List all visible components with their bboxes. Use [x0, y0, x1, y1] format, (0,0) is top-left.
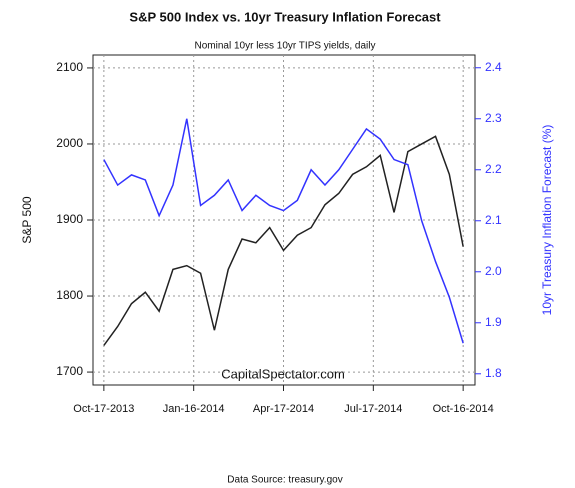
- y-tick-label: 1800: [56, 288, 83, 302]
- x-tick-label: Oct-16-2014: [433, 403, 494, 415]
- x-tick-label: Apr-17-2014: [253, 403, 314, 415]
- annotation: CapitalSpectator.com: [221, 366, 345, 381]
- y2-tick-label: 2.4: [485, 60, 502, 74]
- y-tick-label: 2100: [56, 60, 83, 74]
- y2-tick-label: 1.9: [485, 315, 502, 329]
- y-tick-label: 2000: [56, 136, 83, 150]
- x-tick-label: Oct-17-2013: [73, 403, 134, 415]
- series-line: [103, 118, 464, 344]
- chart-subtitle: Nominal 10yr less 10yr TIPS yields, dail…: [195, 41, 376, 52]
- y2-tick-label: 2.1: [485, 213, 502, 227]
- y-tick-label: 1700: [56, 364, 83, 378]
- y-tick-label: 1900: [56, 212, 83, 226]
- x-tick-label: Jul-17-2014: [344, 403, 402, 415]
- y2-tick-label: 2.0: [485, 264, 502, 278]
- y2-axis-title: 10yr Treasury Inflation Forecast (%): [540, 125, 554, 316]
- y-axis-title: S&P 500: [20, 196, 34, 243]
- x-tick-label: Jan-16-2014: [163, 403, 225, 415]
- y2-tick-label: 2.3: [485, 111, 502, 125]
- source-note: Data Source: treasury.gov: [227, 475, 342, 486]
- series-line: [103, 135, 464, 346]
- y2-tick-label: 1.8: [485, 366, 502, 380]
- chart-title: S&P 500 Index vs. 10yr Treasury Inflatio…: [129, 9, 441, 24]
- y2-tick-label: 2.2: [485, 162, 502, 176]
